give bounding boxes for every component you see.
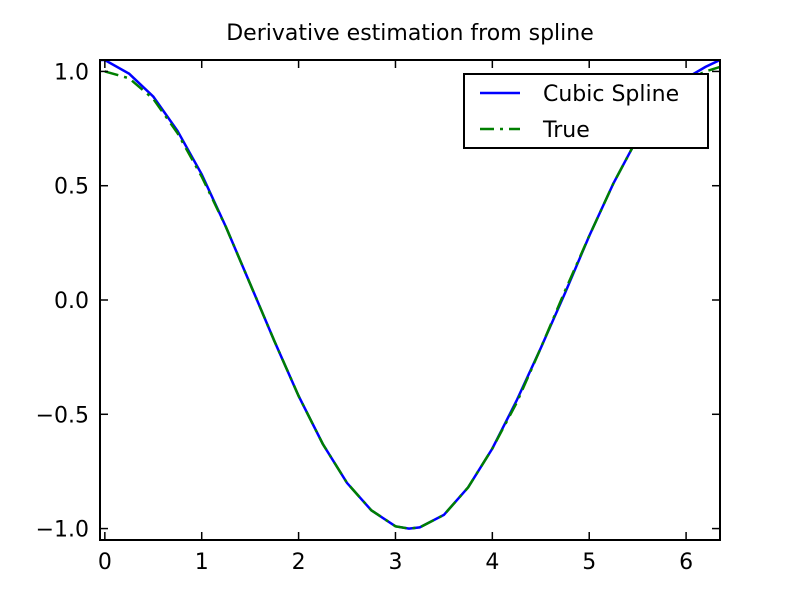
y-tick-label: −1.0: [36, 518, 89, 543]
x-tick-label: 3: [388, 550, 402, 575]
x-tick-label: 6: [679, 550, 693, 575]
x-tick-label: 1: [195, 550, 209, 575]
y-tick-label: −0.5: [36, 403, 89, 428]
x-tick-label: 5: [582, 550, 596, 575]
y-tick-label: 0.0: [54, 289, 89, 314]
y-tick-label: 0.5: [54, 175, 89, 200]
legend-label-cubic-spline: Cubic Spline: [543, 82, 679, 107]
chart-title: Derivative estimation from spline: [226, 21, 594, 46]
x-tick-label: 0: [98, 550, 112, 575]
ticks-layer: 0 1 2 3 4 5 6 −1.0 −0.5 0.0 0.5 1.0: [36, 60, 720, 575]
series-line-true: [104, 65, 720, 530]
legend-box: [463, 73, 709, 149]
x-tick-label: 2: [292, 550, 306, 575]
plot-frame: [99, 59, 721, 541]
y-tick-label: 1.0: [54, 60, 89, 85]
x-tick-label: 4: [485, 550, 499, 575]
legend: Cubic Spline True: [463, 73, 709, 149]
legend-label-true: True: [542, 118, 590, 143]
series-layer: [100, 60, 720, 530]
